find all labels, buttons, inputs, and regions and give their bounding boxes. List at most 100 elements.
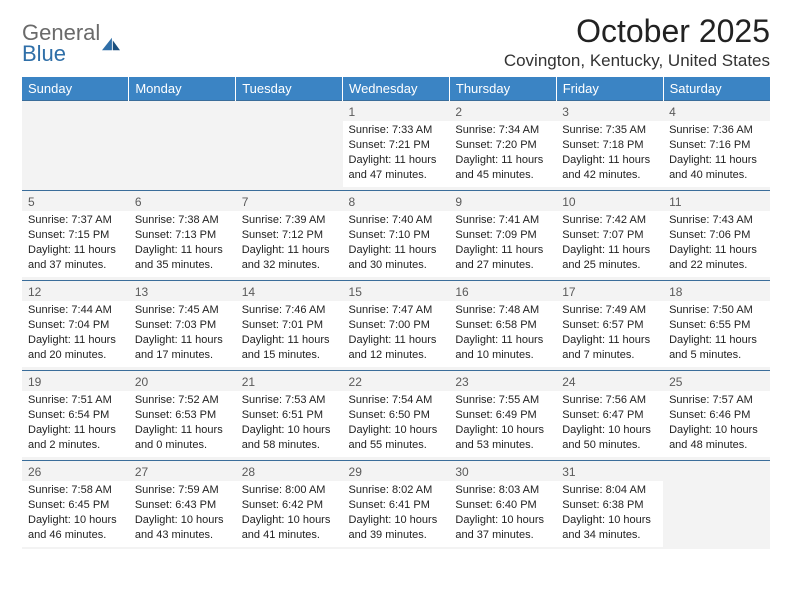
day-info: Sunrise: 7:59 AMSunset: 6:43 PMDaylight:… [129,481,236,546]
calendar-cell: .. [22,101,129,191]
calendar-cell: 8Sunrise: 7:40 AMSunset: 7:10 PMDaylight… [343,191,450,281]
calendar-cell: 16Sunrise: 7:48 AMSunset: 6:58 PMDayligh… [449,281,556,371]
daylight-line: Daylight: 11 hours and 12 minutes. [349,333,444,363]
sunrise-line: Sunrise: 7:42 AM [562,213,657,228]
day-number: 12 [22,281,129,301]
sunrise-line: Sunrise: 7:39 AM [242,213,337,228]
daylight-line: Daylight: 10 hours and 50 minutes. [562,423,657,453]
weekday-header: Sunday [22,77,129,101]
day-number: 13 [129,281,236,301]
sunset-line: Sunset: 6:53 PM [135,408,230,423]
day-number: 8 [343,191,450,211]
day-number: 2 [449,101,556,121]
brand-text: General Blue [22,22,100,65]
sunrise-line: Sunrise: 7:59 AM [135,483,230,498]
sunset-line: Sunset: 7:03 PM [135,318,230,333]
day-info: Sunrise: 8:00 AMSunset: 6:42 PMDaylight:… [236,481,343,546]
daylight-line: Daylight: 11 hours and 32 minutes. [242,243,337,273]
day-info: Sunrise: 7:49 AMSunset: 6:57 PMDaylight:… [556,301,663,366]
daylight-line: Daylight: 10 hours and 58 minutes. [242,423,337,453]
sunrise-line: Sunrise: 7:37 AM [28,213,123,228]
sunset-line: Sunset: 7:13 PM [135,228,230,243]
sunrise-line: Sunrise: 7:35 AM [562,123,657,138]
day-info: Sunrise: 7:34 AMSunset: 7:20 PMDaylight:… [449,121,556,186]
day-number: 7 [236,191,343,211]
sunset-line: Sunset: 7:21 PM [349,138,444,153]
calendar-cell: 20Sunrise: 7:52 AMSunset: 6:53 PMDayligh… [129,371,236,461]
daylight-line: Daylight: 11 hours and 25 minutes. [562,243,657,273]
title-block: October 2025 Covington, Kentucky, United… [504,14,770,71]
sunrise-line: Sunrise: 8:00 AM [242,483,337,498]
day-info: Sunrise: 7:51 AMSunset: 6:54 PMDaylight:… [22,391,129,456]
day-number: 28 [236,461,343,481]
month-title: October 2025 [504,14,770,49]
sunset-line: Sunset: 6:49 PM [455,408,550,423]
sunset-line: Sunset: 6:38 PM [562,498,657,513]
calendar-cell: 6Sunrise: 7:38 AMSunset: 7:13 PMDaylight… [129,191,236,281]
calendar-cell: 21Sunrise: 7:53 AMSunset: 6:51 PMDayligh… [236,371,343,461]
day-info: Sunrise: 7:47 AMSunset: 7:00 PMDaylight:… [343,301,450,366]
calendar-cell: 11Sunrise: 7:43 AMSunset: 7:06 PMDayligh… [663,191,770,281]
calendar-cell: 5Sunrise: 7:37 AMSunset: 7:15 PMDaylight… [22,191,129,281]
sunset-line: Sunset: 7:01 PM [242,318,337,333]
day-number: 24 [556,371,663,391]
daylight-line: Daylight: 10 hours and 53 minutes. [455,423,550,453]
day-info: Sunrise: 7:52 AMSunset: 6:53 PMDaylight:… [129,391,236,456]
sunset-line: Sunset: 7:15 PM [28,228,123,243]
calendar-cell: .. [236,101,343,191]
weekday-header: Saturday [663,77,770,101]
daylight-line: Daylight: 11 hours and 20 minutes. [28,333,123,363]
sunrise-line: Sunrise: 7:43 AM [669,213,764,228]
daylight-line: Daylight: 10 hours and 43 minutes. [135,513,230,543]
day-number: 1 [343,101,450,121]
sunrise-line: Sunrise: 8:03 AM [455,483,550,498]
day-number: 18 [663,281,770,301]
weekday-header: Tuesday [236,77,343,101]
weekday-header: Monday [129,77,236,101]
daylight-line: Daylight: 11 hours and 22 minutes. [669,243,764,273]
brand-logo: General Blue [22,14,120,65]
calendar-cell: 9Sunrise: 7:41 AMSunset: 7:09 PMDaylight… [449,191,556,281]
day-number: 22 [343,371,450,391]
daylight-line: Daylight: 10 hours and 41 minutes. [242,513,337,543]
calendar-body: ......1Sunrise: 7:33 AMSunset: 7:21 PMDa… [22,101,770,549]
day-number: 23 [449,371,556,391]
calendar-cell: 13Sunrise: 7:45 AMSunset: 7:03 PMDayligh… [129,281,236,371]
calendar-row: 26Sunrise: 7:58 AMSunset: 6:45 PMDayligh… [22,461,770,549]
day-info: Sunrise: 7:56 AMSunset: 6:47 PMDaylight:… [556,391,663,456]
sunset-line: Sunset: 6:46 PM [669,408,764,423]
calendar-table: SundayMondayTuesdayWednesdayThursdayFrid… [22,77,770,549]
calendar-cell: 15Sunrise: 7:47 AMSunset: 7:00 PMDayligh… [343,281,450,371]
day-info: Sunrise: 7:41 AMSunset: 7:09 PMDaylight:… [449,211,556,276]
day-info: Sunrise: 7:53 AMSunset: 6:51 PMDaylight:… [236,391,343,456]
daylight-line: Daylight: 11 hours and 45 minutes. [455,153,550,183]
sunset-line: Sunset: 6:57 PM [562,318,657,333]
calendar-page: General Blue October 2025 Covington, Ken… [0,0,792,612]
calendar-cell: 30Sunrise: 8:03 AMSunset: 6:40 PMDayligh… [449,461,556,549]
day-number: 31 [556,461,663,481]
calendar-cell: 31Sunrise: 8:04 AMSunset: 6:38 PMDayligh… [556,461,663,549]
day-number: 27 [129,461,236,481]
day-number: 6 [129,191,236,211]
calendar-row: 19Sunrise: 7:51 AMSunset: 6:54 PMDayligh… [22,371,770,461]
daylight-line: Daylight: 10 hours and 37 minutes. [455,513,550,543]
daylight-line: Daylight: 11 hours and 0 minutes. [135,423,230,453]
daylight-line: Daylight: 11 hours and 42 minutes. [562,153,657,183]
daylight-line: Daylight: 11 hours and 2 minutes. [28,423,123,453]
sunset-line: Sunset: 6:51 PM [242,408,337,423]
sunset-line: Sunset: 7:00 PM [349,318,444,333]
day-number: 10 [556,191,663,211]
sunset-line: Sunset: 7:20 PM [455,138,550,153]
sunrise-line: Sunrise: 8:04 AM [562,483,657,498]
calendar-cell: 1Sunrise: 7:33 AMSunset: 7:21 PMDaylight… [343,101,450,191]
calendar-cell: 4Sunrise: 7:36 AMSunset: 7:16 PMDaylight… [663,101,770,191]
daylight-line: Daylight: 10 hours and 39 minutes. [349,513,444,543]
sunrise-line: Sunrise: 7:56 AM [562,393,657,408]
calendar-cell: 2Sunrise: 7:34 AMSunset: 7:20 PMDaylight… [449,101,556,191]
sunrise-line: Sunrise: 7:41 AM [455,213,550,228]
day-number: 19 [22,371,129,391]
daylight-line: Daylight: 11 hours and 5 minutes. [669,333,764,363]
sunrise-line: Sunrise: 7:33 AM [349,123,444,138]
calendar-cell: 18Sunrise: 7:50 AMSunset: 6:55 PMDayligh… [663,281,770,371]
day-info: Sunrise: 8:04 AMSunset: 6:38 PMDaylight:… [556,481,663,546]
